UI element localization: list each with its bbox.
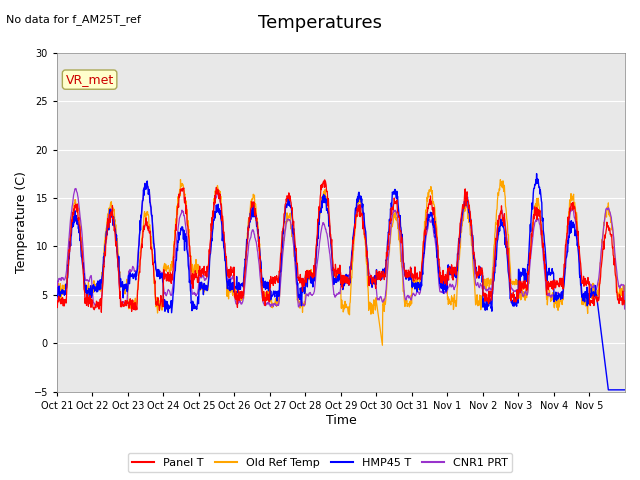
X-axis label: Time: Time — [326, 414, 356, 427]
Text: VR_met: VR_met — [65, 73, 114, 86]
Y-axis label: Temperature (C): Temperature (C) — [15, 171, 28, 273]
Legend: Panel T, Old Ref Temp, HMP45 T, CNR1 PRT: Panel T, Old Ref Temp, HMP45 T, CNR1 PRT — [127, 453, 513, 472]
Text: No data for f_AM25T_ref: No data for f_AM25T_ref — [6, 14, 141, 25]
Text: Temperatures: Temperatures — [258, 14, 382, 33]
